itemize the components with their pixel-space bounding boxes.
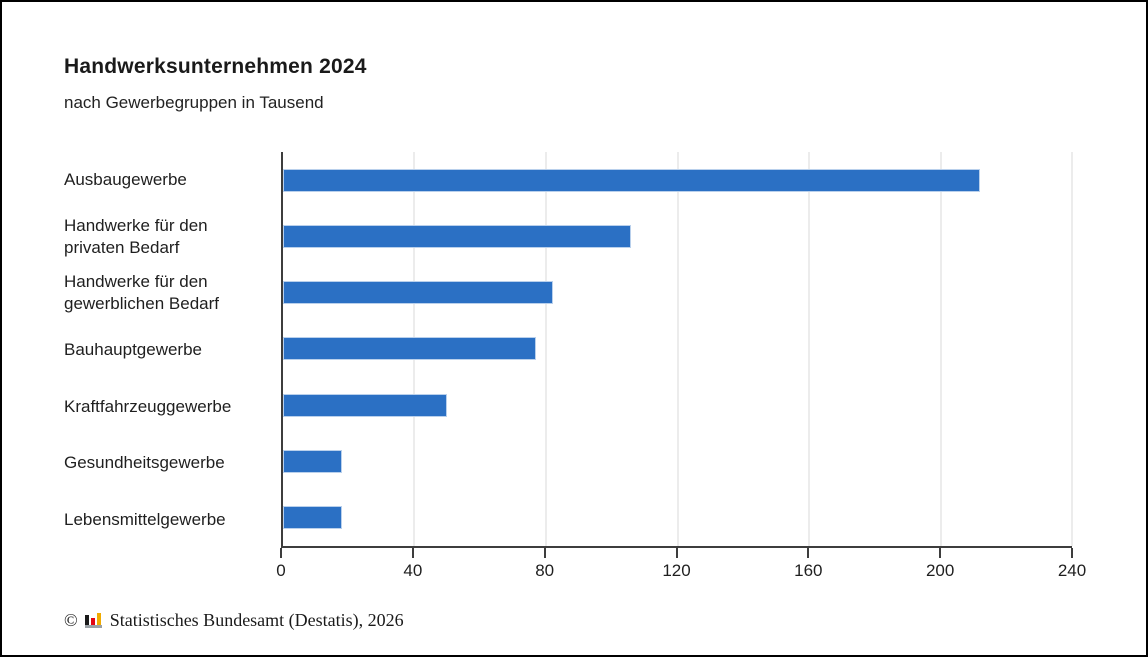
chart-subtitle: nach Gewerbegruppen in Tausend [64,93,324,112]
bar-row [283,265,1072,321]
bar-row [283,152,1072,208]
bars [283,152,1072,546]
gridline [676,152,679,546]
axis-tick-label: 80 [535,561,555,580]
bar [283,506,343,530]
category-label: Handwerke für den privaten Bedarf [64,215,208,257]
copyright: © Statistisches Bundesamt (Destatis), 20… [64,610,404,631]
category-label: Lebensmittelgewerbe [64,509,226,529]
gridline [1071,152,1073,546]
axis-tick-label: 120 [662,561,691,580]
plot-area [281,152,1073,548]
bar-row [283,490,1072,546]
gridline [544,152,547,546]
x-axis: 0 40 80 120 160 200 240 [276,548,1086,588]
gridline [807,152,810,546]
axis-tick [411,548,414,558]
chart-title: Handwerksunternehmen 2024 [64,55,367,78]
bar-row [283,208,1072,264]
axis-tick [280,548,282,558]
bar [283,337,537,361]
bar-row [283,377,1072,433]
bar-row [283,433,1072,489]
category-label: Ausbaugewerbe [64,170,187,190]
axis-tick [543,548,546,558]
axis-tick [1071,548,1073,558]
axis-tick-label: 200 [925,561,955,580]
bar-row [283,321,1072,377]
destatis-logo-icon [84,612,103,629]
gridline [939,152,942,546]
axis-tick-label: 160 [794,561,823,580]
category-labels: Ausbaugewerbe Handwerke für den privaten B… [64,152,276,548]
axis-tick [675,548,678,558]
bar [283,450,343,474]
axis-tick-label: 40 [403,561,423,580]
axis-tick [939,548,942,558]
copyright-text: Statistisches Bundesamt (Destatis), 2026 [109,610,404,630]
bar [283,393,448,417]
copyright-icon: © [64,610,78,630]
category-label: Bauhauptgewerbe [64,340,203,360]
axis-tick-label: 240 [1057,561,1087,580]
category-label: Gesundheitsgewerbe [64,453,225,473]
category-label: Kraftfahrzeuggewerbe [64,396,232,416]
bar [283,281,553,305]
bar [283,224,632,248]
axis-tick-label: 0 [276,561,286,580]
category-label: Handwerke für den gewerblichen Bedarf [64,272,219,314]
axis-tick [807,548,810,558]
bar [283,168,980,192]
